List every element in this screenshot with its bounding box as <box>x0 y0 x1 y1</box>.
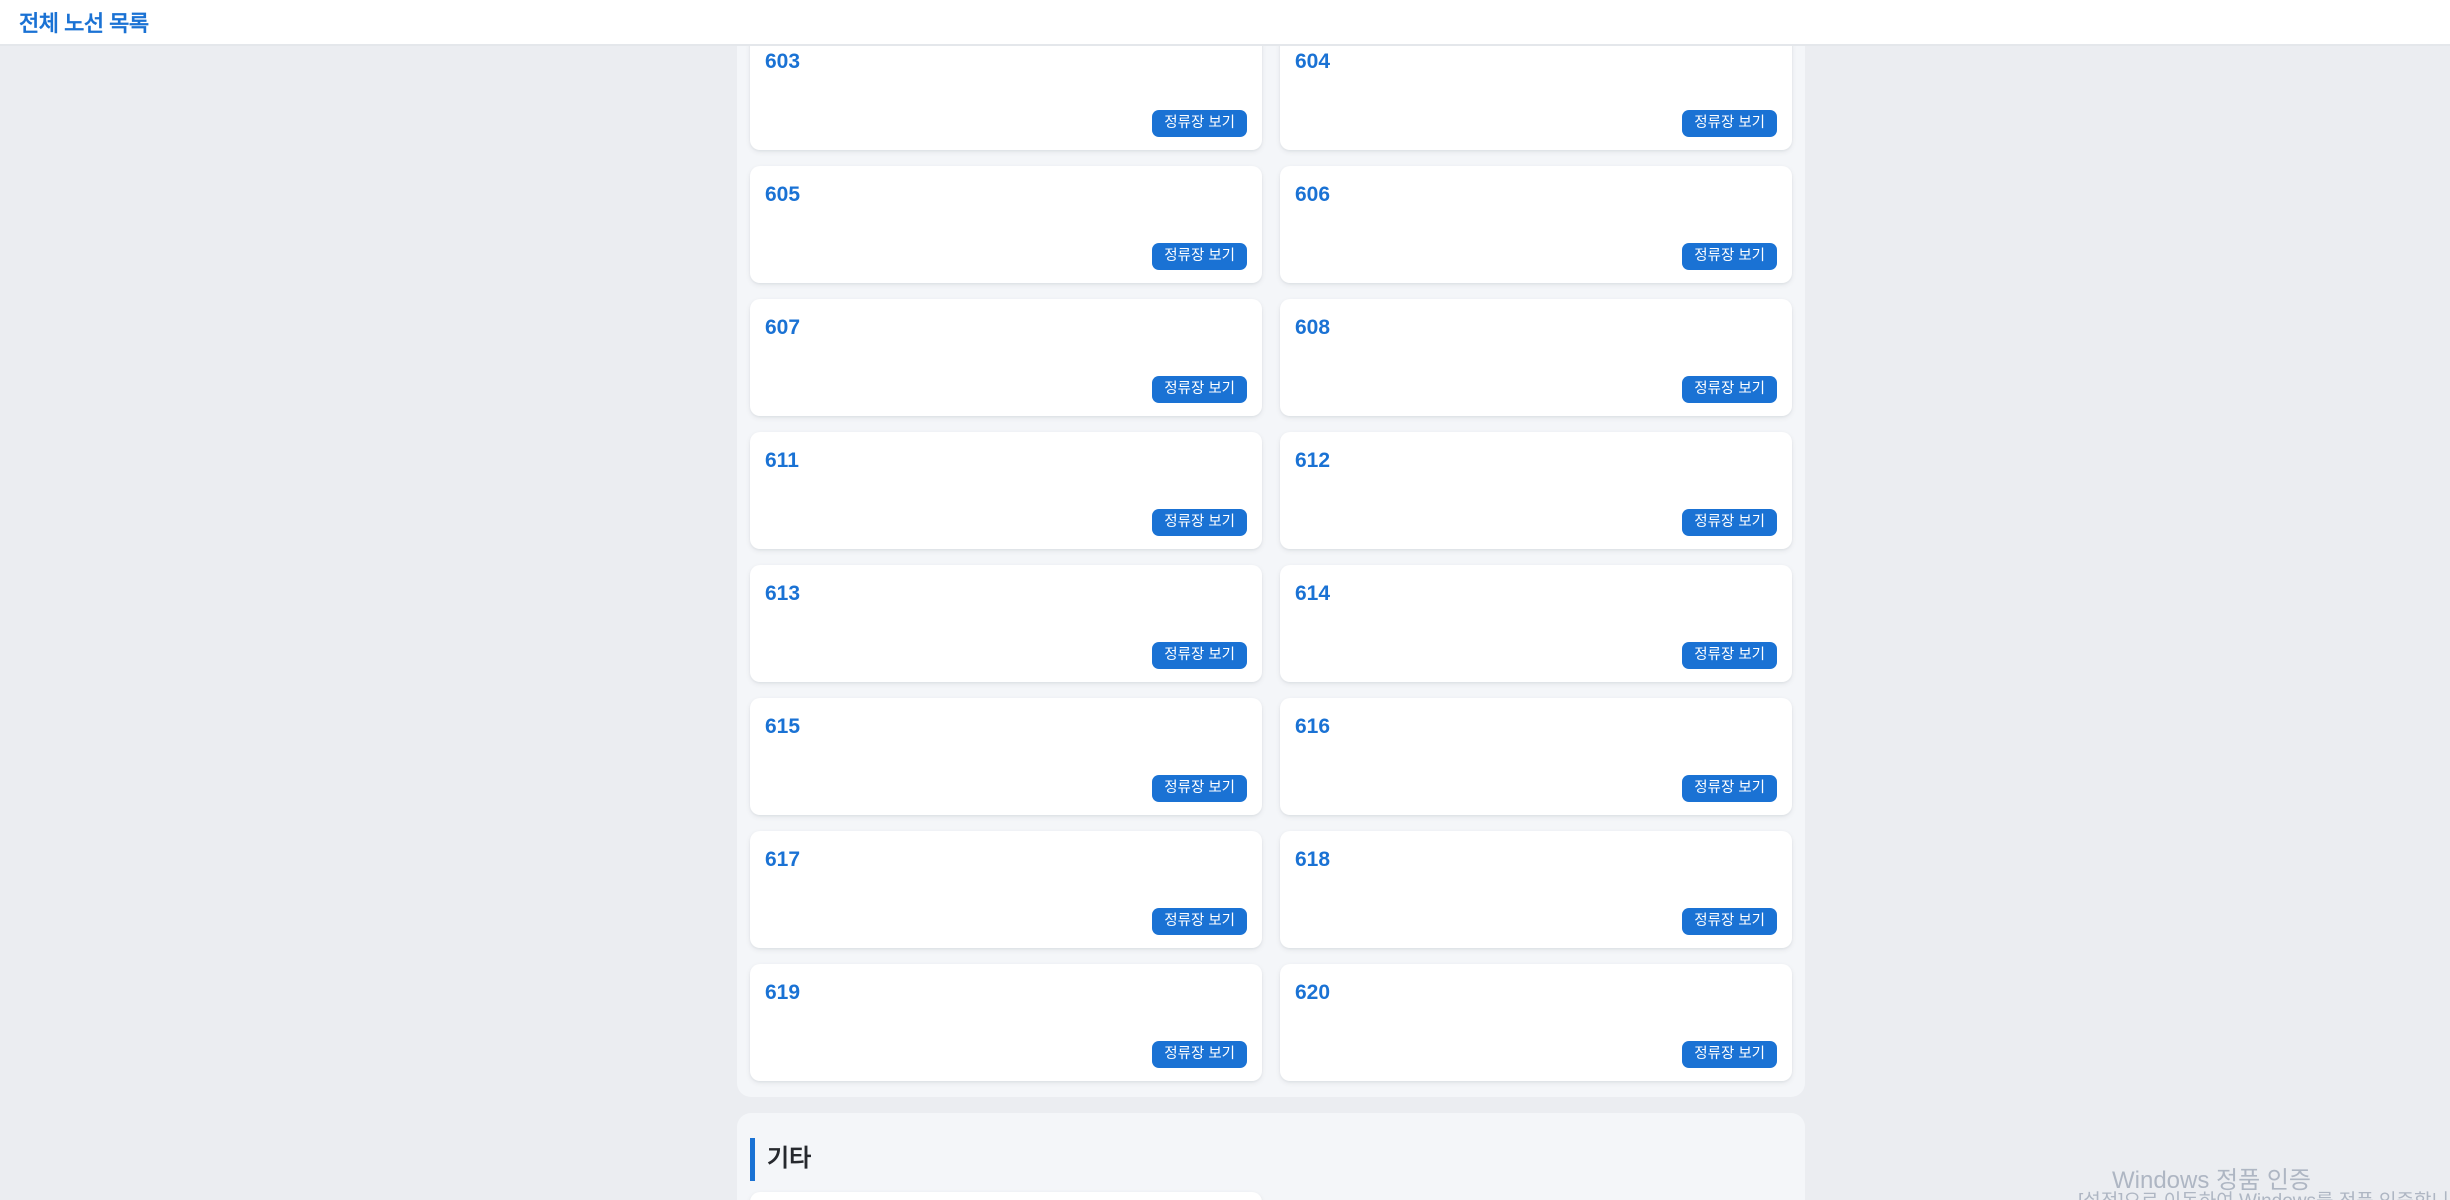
route-number: 605 <box>765 183 801 206</box>
route-card-partial <box>750 1191 1262 1200</box>
route-card: 605 정류장 보기 <box>750 166 1262 283</box>
route-card: 611 정류장 보기 <box>750 432 1262 549</box>
view-stops-button[interactable]: 정류장 보기 <box>1152 509 1247 536</box>
other-section-heading: 기타 <box>750 1138 1805 1181</box>
app-header: 전체 노선 목록 <box>0 0 2450 46</box>
route-card: 603 정류장 보기 <box>750 33 1262 150</box>
route-card: 614 정류장 보기 <box>1280 565 1792 682</box>
view-stops-button[interactable]: 정류장 보기 <box>1152 775 1247 802</box>
route-card: 617 정류장 보기 <box>750 831 1262 948</box>
route-card: 618 정류장 보기 <box>1280 831 1792 948</box>
view-stops-button[interactable]: 정류장 보기 <box>1682 908 1777 935</box>
routes-section: 603 정류장 보기 604 정류장 보기 605 정류장 보기 606 정류장 보기 607 정… <box>737 0 1805 1097</box>
route-card: 604 정류장 보기 <box>1280 33 1792 150</box>
route-number: 620 <box>1295 981 1331 1004</box>
view-stops-button[interactable]: 정류장 보기 <box>1682 642 1777 669</box>
route-number: 616 <box>1295 715 1331 738</box>
route-number: 603 <box>765 50 801 73</box>
route-card: 613 정류장 보기 <box>750 565 1262 682</box>
route-number: 619 <box>765 981 801 1004</box>
view-stops-button[interactable]: 정류장 보기 <box>1682 243 1777 270</box>
route-card: 615 정류장 보기 <box>750 698 1262 815</box>
view-stops-button[interactable]: 정류장 보기 <box>1152 376 1247 403</box>
route-number: 607 <box>765 316 801 339</box>
route-number: 608 <box>1295 316 1331 339</box>
route-number: 613 <box>765 582 801 605</box>
view-stops-button[interactable]: 정류장 보기 <box>1682 110 1777 137</box>
route-card: 619 정류장 보기 <box>750 964 1262 1081</box>
routes-grid: 603 정류장 보기 604 정류장 보기 605 정류장 보기 606 정류장 보기 607 정… <box>750 33 1792 1081</box>
view-stops-button[interactable]: 정류장 보기 <box>1152 243 1247 270</box>
route-number: 615 <box>765 715 801 738</box>
route-number: 611 <box>765 449 799 472</box>
route-card: 616 정류장 보기 <box>1280 698 1792 815</box>
windows-watermark-title: Windows 정품 인증 <box>2112 1167 2312 1194</box>
other-section: 기타 <box>737 1113 1805 1200</box>
view-stops-button[interactable]: 정류장 보기 <box>1152 908 1247 935</box>
route-card: 607 정류장 보기 <box>750 299 1262 416</box>
route-card: 606 정류장 보기 <box>1280 166 1792 283</box>
windows-watermark-subtitle: [설정]으로 이동하여 Windows를 정품 인증합니다. <box>2078 1186 2450 1200</box>
view-stops-button[interactable]: 정류장 보기 <box>1682 775 1777 802</box>
route-card: 620 정류장 보기 <box>1280 964 1792 1081</box>
route-number: 617 <box>765 848 801 871</box>
route-number: 614 <box>1295 582 1331 605</box>
route-card: 612 정류장 보기 <box>1280 432 1792 549</box>
view-stops-button[interactable]: 정류장 보기 <box>1682 1041 1777 1068</box>
view-stops-button[interactable]: 정류장 보기 <box>1682 509 1777 536</box>
route-number: 606 <box>1295 183 1331 206</box>
route-number: 612 <box>1295 449 1331 472</box>
route-card: 608 정류장 보기 <box>1280 299 1792 416</box>
view-stops-button[interactable]: 정류장 보기 <box>1152 1041 1247 1068</box>
view-stops-button[interactable]: 정류장 보기 <box>1152 110 1247 137</box>
view-stops-button[interactable]: 정류장 보기 <box>1682 376 1777 403</box>
view-stops-button[interactable]: 정류장 보기 <box>1152 642 1247 669</box>
page-title: 전체 노선 목록 <box>19 11 149 36</box>
route-number: 618 <box>1295 848 1331 871</box>
route-number: 604 <box>1295 50 1331 73</box>
